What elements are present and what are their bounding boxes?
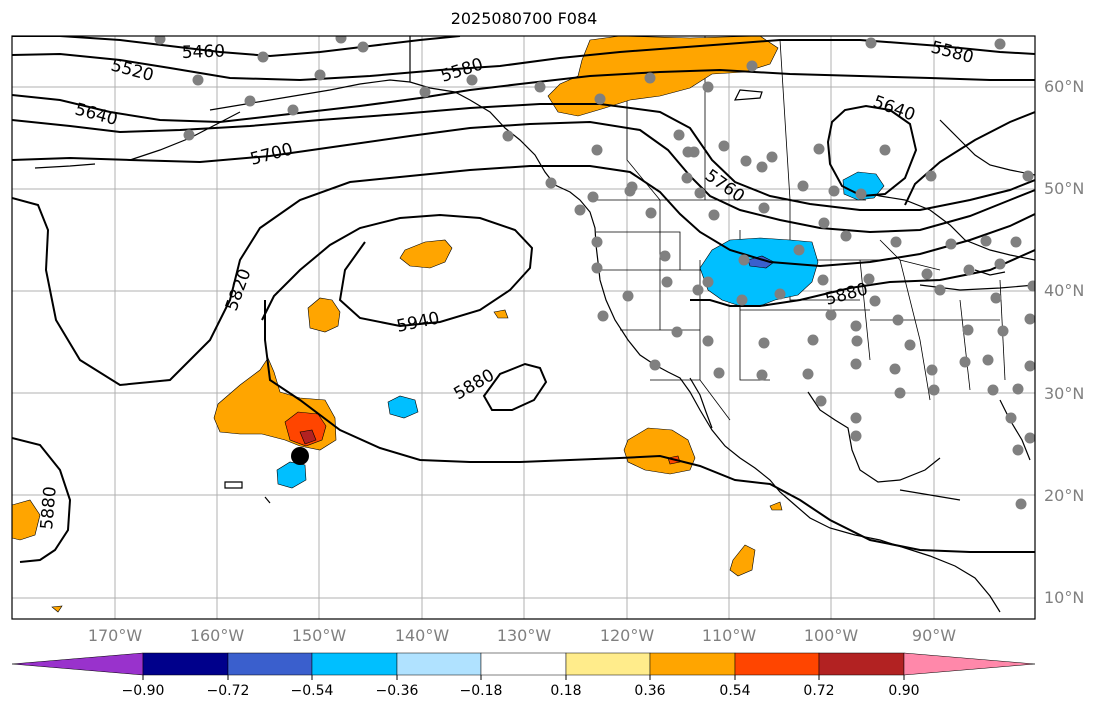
colorbar [11,652,1036,676]
colorbar-segment [142,652,229,676]
colorbar-tick-label: 0.36 [634,683,666,699]
colorbar-arrow-right [903,652,1036,676]
lon-label-130w: 130°W [496,626,552,645]
contour-label-5640-west: 5640 [73,100,120,131]
contour-label-5460: 5460 [181,41,225,62]
contour-label-5880-west: 5880 [37,486,61,531]
lon-label-90w: 90°W [911,626,957,645]
colorbar-tick-label: 0.18 [550,683,582,699]
colorbar-tick-label: 0.72 [803,683,835,699]
contour-label-5880-mid: 5880 [451,365,498,404]
colorbar-tick-label: −0.18 [459,683,503,699]
contour-label-5880-east: 5880 [823,279,870,310]
lat-label-10n: 10°N [1044,588,1085,607]
colorbar-segment [227,652,313,676]
lon-label-160w: 160°W [189,626,245,645]
colorbar-tick-label: −0.72 [206,683,250,699]
colorbar-tick-marks [142,675,905,680]
contour-label-5940: 5940 [395,308,441,337]
lat-label-50n: 50°N [1044,179,1085,198]
colorbar-tick-label: 0.90 [888,683,920,699]
contour-label-5580-east: 5580 [929,38,976,69]
station-markers [154,36,1035,510]
map-frame [11,35,1036,620]
lat-label-20n: 20°N [1044,486,1085,505]
lon-label-170w: 170°W [87,626,143,645]
contour-label-5640-east: 5640 [870,92,917,126]
lat-label-60n: 60°N [1044,77,1085,96]
colorbar-tick-label: −0.54 [290,683,334,699]
contour-label-5700: 5700 [248,139,295,170]
colorbar-segment [649,652,736,676]
anomaly-shading [12,36,885,613]
height-contours [12,36,1035,563]
colorbar-segment [818,652,905,676]
colorbar-arrow-left [11,652,144,676]
colorbar-tick-label: −0.36 [375,683,419,699]
contour-label-5820: 5820 [222,266,256,313]
contour-labels: 5460 5520 5580 5580 5640 5640 5700 5760 … [37,38,976,531]
colorbar-segment [311,652,398,676]
map-title: 2025080700 F084 [450,9,598,28]
colorbar-segment [565,652,651,676]
colorbar-segment [396,652,482,676]
lon-label-140w: 140°W [394,626,450,645]
lat-label-30n: 30°N [1044,384,1085,403]
colorbar-tick-label: −0.90 [121,683,165,699]
contour-label-5580-west: 5580 [438,54,485,86]
lon-label-100w: 100°W [803,626,859,645]
location-marker [291,447,309,465]
lon-label-120w: 120°W [599,626,655,645]
lon-label-110w: 110°W [701,626,757,645]
coastlines [34,36,1035,613]
colorbar-tick-label: 0.54 [719,683,751,699]
contour-label-5520: 5520 [109,56,156,87]
lat-label-40n: 40°N [1044,281,1085,300]
lon-label-150w: 150°W [291,626,347,645]
colorbar-segment [734,652,820,676]
colorbar-segment [480,652,567,676]
